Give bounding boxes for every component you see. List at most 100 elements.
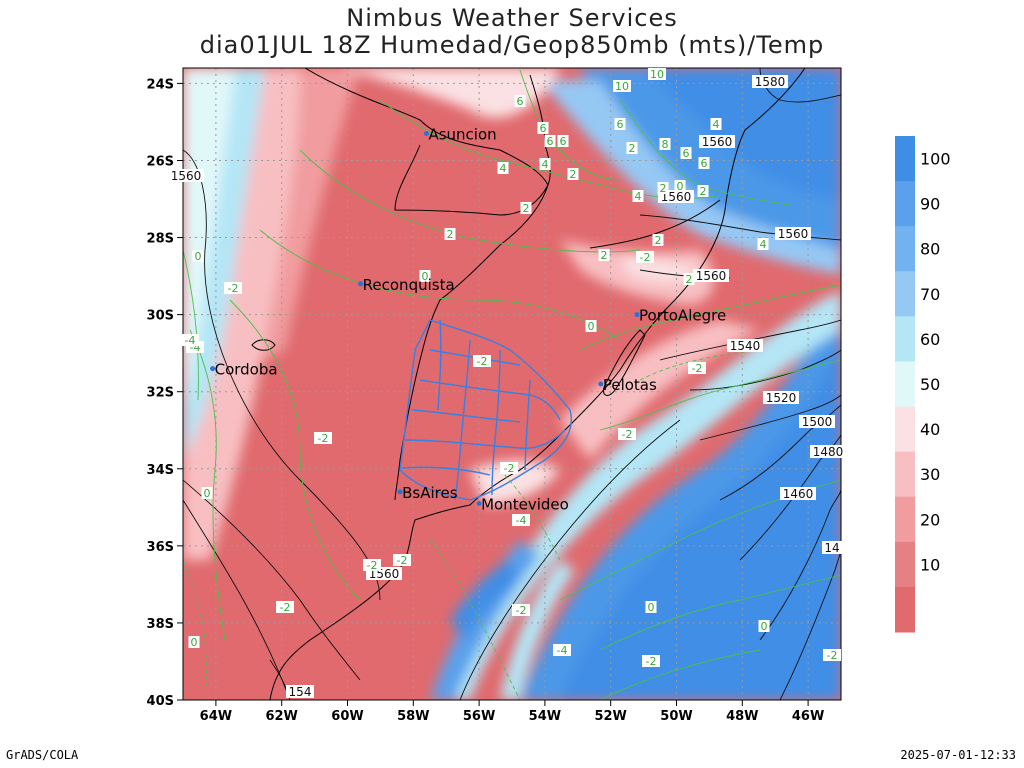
temperature-label-bg — [657, 182, 669, 194]
city-markers: Asuncion Reconquista PortoAlegre Cordoba Pel… — [210, 126, 726, 513]
temperature-label: 6 — [683, 147, 690, 160]
plot-frame — [182, 67, 842, 701]
legend-label: 20 — [920, 510, 940, 529]
temperature-label-bg — [419, 270, 431, 282]
legend-label: 50 — [920, 375, 940, 394]
temperature-label: 2 — [660, 182, 667, 195]
temperature-label-bg — [497, 162, 509, 174]
temperature-label-bg — [192, 250, 204, 262]
lat-tick-label: 28S — [147, 232, 174, 247]
lon-tick-label: 58W — [397, 709, 429, 724]
temperature-label-bg — [539, 158, 551, 170]
temperature-label-bg — [598, 249, 610, 261]
geopotential-label-bg — [799, 415, 835, 428]
latitude-axis: 24S 26S 28S 30S 32S 34S 36S 38S 40S — [147, 77, 183, 709]
city-label: PortoAlegre — [639, 307, 726, 325]
temperature-label: 0 — [191, 636, 198, 649]
geopotential-label-bg — [727, 339, 763, 352]
uruguay-departments — [399, 319, 572, 501]
temperature-label: 2 — [523, 202, 530, 215]
lon-tick-label: 46W — [792, 709, 824, 724]
legend-label: 70 — [920, 285, 940, 304]
city-dot — [423, 131, 429, 137]
temperature-label-bg — [224, 282, 242, 294]
lon-tick-label: 64W — [200, 709, 232, 724]
temperature-label-bg — [512, 514, 530, 526]
temperature-label-bg — [645, 601, 657, 613]
temperature-label: 6 — [617, 118, 624, 131]
lon-tick-label: 60W — [331, 709, 363, 724]
temperature-label: 2 — [686, 273, 693, 286]
temperature-label-bg — [393, 554, 411, 566]
geopotential-label: 1460 — [783, 487, 814, 501]
temperature-label-bg — [757, 238, 769, 250]
temperature-label: -2 — [367, 559, 378, 572]
city-dot — [598, 381, 604, 387]
legend-swatch — [895, 406, 915, 453]
temperature-label-bg — [648, 68, 666, 80]
humidity-legend: 100 90 80 70 60 50 40 30 20 10 — [895, 136, 951, 633]
temperature-label-bg — [188, 636, 200, 648]
temperature-label: -2 — [504, 462, 515, 475]
temperature-label-bg — [276, 601, 294, 613]
legend-swatch — [895, 586, 915, 633]
map-subtitle: dia01JUL 18Z Humedad/Geop850mb (mts)/Tem… — [199, 31, 825, 59]
geopotential-label: 1560 — [696, 269, 727, 283]
temperature-label: 2 — [601, 249, 608, 262]
lat-tick-label: 32S — [147, 386, 174, 401]
legend-swatch — [895, 361, 915, 408]
lat-tick-label: 24S — [147, 77, 174, 92]
map-title: Nimbus Weather Services — [346, 4, 678, 32]
temperature-label: 4 — [500, 162, 507, 175]
humidity-field — [183, 68, 841, 700]
temperature-label-bg — [698, 157, 710, 169]
temperature-label: 2 — [700, 185, 707, 198]
temperature-label: 0 — [648, 601, 655, 614]
temperature-negative-contours — [183, 349, 761, 700]
legend-label: 10 — [920, 555, 940, 574]
temperature-label: 6 — [547, 135, 554, 148]
footer-credit: GrADS/COLA — [6, 748, 79, 762]
temperature-contours — [183, 69, 841, 700]
lon-tick-label: 62W — [265, 709, 297, 724]
legend-swatch — [895, 496, 915, 543]
temperature-label: 4 — [760, 238, 767, 251]
geopotential-label: 154 — [289, 685, 312, 699]
geopotential-label: 1520 — [766, 391, 797, 405]
temperature-label-bg — [544, 135, 556, 147]
city-label: Reconquista — [363, 276, 455, 294]
temperature-label-bg — [520, 202, 532, 214]
geopotential-label: 1560 — [778, 227, 809, 241]
lon-tick-label: 48W — [726, 709, 758, 724]
geopotential-label-bg — [775, 227, 811, 240]
temperature-labels: 10106666442228666244202-22420-220-2-20-4… — [181, 68, 841, 668]
temperature-label-bg — [626, 142, 638, 154]
geopotential-label: 1580 — [755, 75, 786, 89]
lon-tick-label: 56W — [463, 709, 495, 724]
geopotential-label: 1480 — [813, 445, 844, 459]
lon-tick-label: 52W — [594, 709, 626, 724]
legend-label: 30 — [920, 465, 940, 484]
temperature-label-bg — [618, 428, 636, 440]
temperature-label: -2 — [827, 649, 838, 662]
temperature-label-bg — [537, 122, 549, 134]
temperature-label-bg — [710, 118, 722, 130]
temperature-label-bg — [652, 234, 664, 246]
legend-label: 60 — [920, 330, 940, 349]
lon-tick-label: 54W — [529, 709, 561, 724]
geopotential-label-bg — [763, 391, 799, 404]
lat-tick-label: 30S — [147, 309, 174, 324]
geopotential-label-bg — [780, 487, 816, 500]
temperature-label: -2 — [318, 432, 329, 445]
temperature-label-bg — [614, 118, 626, 130]
temperature-label-bg — [697, 185, 709, 197]
geopotential-label-bg — [810, 445, 846, 458]
geopotential-label-bg — [752, 75, 788, 88]
lat-tick-label: 40S — [147, 694, 174, 709]
city-dot — [476, 500, 482, 506]
temperature-label: 0 — [195, 250, 202, 263]
legend-swatch — [895, 271, 915, 317]
temperature-label: 8 — [662, 138, 669, 151]
geopotential-label-bg — [693, 269, 729, 282]
